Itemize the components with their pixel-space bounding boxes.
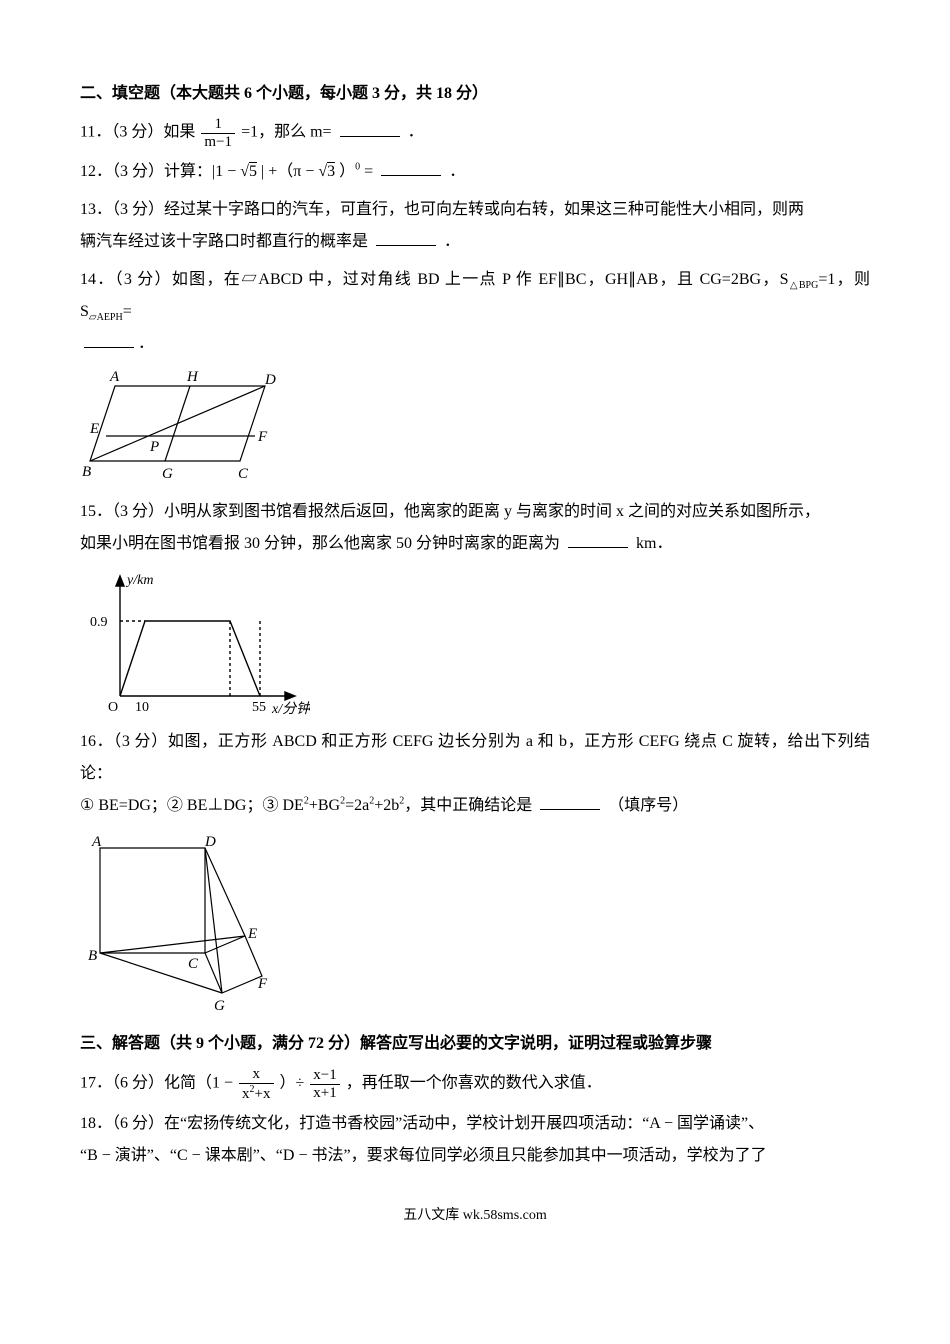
- q15-line2b: km．: [636, 535, 672, 552]
- q14-line1c: =: [123, 303, 132, 320]
- q15-figure: y/km 0.9 O 10 55 x/分钟: [80, 566, 870, 716]
- q18: 18．（6 分）在“宏扬传统文化，打造书香校园”活动中，学校计划开展四项活动：“…: [80, 1108, 870, 1172]
- q14-label-E: E: [89, 421, 99, 437]
- q18-line1: 18．（6 分）在“宏扬传统文化，打造书香校园”活动中，学校计划开展四项活动：“…: [80, 1115, 764, 1132]
- q16-line2e: ，其中正确结论是: [404, 797, 532, 814]
- q14-label-A: A: [109, 369, 120, 385]
- q13-line1: 13．（3 分）经过某十字路口的汽车，可直行，也可向左转或向右转，如果这三种可能…: [80, 201, 804, 218]
- q12-blank: [381, 159, 441, 176]
- q14-label-H: H: [186, 369, 199, 385]
- q16-label-F: F: [257, 976, 268, 992]
- q16-label-E: E: [247, 926, 257, 942]
- q16-label-D: D: [204, 834, 216, 850]
- q17-frac1-num: x: [239, 1066, 273, 1084]
- q12-sqrt3: √3: [318, 162, 335, 180]
- q16-blank: [540, 793, 600, 810]
- q13-line2a: 辆汽车经过该十字路口时都直行的概率是: [80, 233, 368, 250]
- q16-figure: A D B C E F G: [80, 828, 870, 1018]
- q14-line1a: 14．（3 分）如图，在▱ABCD 中，过对角线 BD 上一点 P 作 EF∥B…: [80, 271, 789, 288]
- q17: 17．（6 分）化简（1 − x x2+x ）÷ x−1 x+1 ，再任取一个你…: [80, 1066, 870, 1102]
- q14-label-F: F: [257, 429, 268, 445]
- q17-mid1: ）÷: [280, 1075, 305, 1092]
- q15-blank: [568, 531, 628, 548]
- q16-line1: 16．（3 分）如图，正方形 ABCD 和正方形 CEFG 边长分别为 a 和 …: [80, 733, 870, 782]
- page-footer: 五八文库 wk.58sms.com: [80, 1202, 870, 1230]
- q17-frac2-den: x+1: [310, 1085, 339, 1102]
- q16-line2f: （填序号）: [608, 797, 688, 814]
- q12-sqrt5: √5: [240, 162, 257, 180]
- q15-axis-x: x/分钟: [271, 701, 310, 716]
- q11-mid: =1，那么 m=: [241, 124, 332, 141]
- q17-frac2: x−1 x+1: [310, 1067, 339, 1101]
- q14-sub2: ▱AEPH: [89, 312, 123, 323]
- q15-axis-y: y/km: [125, 573, 153, 588]
- q16-label-C: C: [188, 956, 199, 972]
- q12-suffix: ．: [449, 163, 465, 180]
- q12-sqrt5-inner: 5: [249, 162, 257, 180]
- q12-mid1: | +（π −: [261, 163, 318, 180]
- q15-line1: 15．（3 分）小明从家到图书馆看报然后返回，他离家的距离 y 与离家的时间 x…: [80, 503, 820, 520]
- q15-line2a: 如果小明在图书馆看报 30 分钟，那么他离家 50 分钟时离家的距离为: [80, 535, 560, 552]
- q16: 16．（3 分）如图，正方形 ABCD 和正方形 CEFG 边长分别为 a 和 …: [80, 726, 870, 822]
- q15-O: O: [108, 700, 118, 715]
- q16-line2d: +2b: [374, 797, 399, 814]
- q12-prefix: 12．（3 分）计算：|1 −: [80, 163, 240, 180]
- q14-blank: [84, 331, 134, 348]
- q11-frac-den: m−1: [201, 134, 235, 151]
- section-2-title: 二、填空题（本大题共 6 个小题，每小题 3 分，共 18 分）: [80, 78, 870, 110]
- q11-blank: [340, 120, 400, 137]
- q17-frac1-den-b: +x: [255, 1086, 271, 1102]
- q14-label-D: D: [264, 372, 276, 388]
- q11-frac: 1 m−1: [201, 116, 235, 150]
- q13: 13．（3 分）经过某十字路口的汽车，可直行，也可向左转或向右转，如果这三种可能…: [80, 194, 870, 258]
- q14-label-G: G: [162, 466, 173, 482]
- q16-label-G: G: [214, 998, 225, 1014]
- q14-dot: ．: [138, 335, 154, 352]
- q13-blank: [376, 229, 436, 246]
- q12-sup0: 0: [355, 162, 360, 173]
- q17-frac1-den-a: x: [242, 1086, 250, 1102]
- q14-sub1: △BPG: [789, 280, 819, 291]
- q16-label-B: B: [88, 948, 97, 964]
- q16-line2a: ① BE=DG；② BE⊥DG；③ DE: [80, 797, 304, 814]
- q12: 12．（3 分）计算：|1 − √5 | +（π − √3 ）0 = ．: [80, 156, 870, 188]
- q15-x10: 10: [135, 700, 149, 715]
- section-3-title: 三、解答题（共 9 个小题，满分 72 分）解答应写出必要的文字说明，证明过程或…: [80, 1028, 870, 1060]
- q14-label-C: C: [238, 466, 249, 482]
- q11-prefix: 11．（3 分）如果: [80, 124, 195, 141]
- q11-frac-num: 1: [201, 116, 235, 134]
- q17-frac1-den: x2+x: [239, 1084, 273, 1103]
- q14-figure: A H D E P F B G C: [80, 366, 870, 486]
- q14-label-P: P: [149, 439, 159, 455]
- q11: 11．（3 分）如果 1 m−1 =1，那么 m= ．: [80, 116, 870, 150]
- q13-line2b: ．: [444, 233, 460, 250]
- q12-mid3: =: [364, 163, 373, 180]
- q16-label-A: A: [91, 834, 102, 850]
- q14-label-B: B: [82, 464, 91, 480]
- q15: 15．（3 分）小明从家到图书馆看报然后返回，他离家的距离 y 与离家的时间 x…: [80, 496, 870, 560]
- q17-suffix: ，再任取一个你喜欢的数代入求值．: [346, 1075, 602, 1092]
- q17-frac1: x x2+x: [239, 1066, 273, 1102]
- q16-line2b: +BG: [309, 797, 340, 814]
- q18-line2: “B − 演讲”、“C − 课本剧”、“D − 书法”，要求每位同学必须且只能参…: [80, 1147, 767, 1164]
- q17-prefix: 17．（6 分）化简（1 −: [80, 1075, 237, 1092]
- q17-frac2-num: x−1: [310, 1067, 339, 1085]
- q15-ytick: 0.9: [90, 615, 108, 630]
- q16-line2c: =2a: [345, 797, 369, 814]
- q14: 14．（3 分）如图，在▱ABCD 中，过对角线 BD 上一点 P 作 EF∥B…: [80, 264, 870, 360]
- q15-x55: 55: [252, 700, 266, 715]
- q11-suffix: ．: [408, 124, 424, 141]
- q12-sqrt3-inner: 3: [327, 162, 335, 180]
- q12-mid2: ）: [339, 163, 355, 180]
